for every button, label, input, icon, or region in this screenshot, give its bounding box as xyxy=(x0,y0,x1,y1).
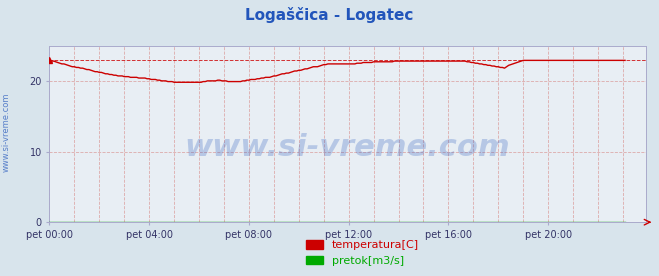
Text: www.si-vreme.com: www.si-vreme.com xyxy=(185,134,511,163)
Text: Logaščica - Logatec: Logaščica - Logatec xyxy=(245,7,414,23)
Legend: temperatura[C], pretok[m3/s]: temperatura[C], pretok[m3/s] xyxy=(302,236,423,270)
Text: www.si-vreme.com: www.si-vreme.com xyxy=(2,93,11,172)
